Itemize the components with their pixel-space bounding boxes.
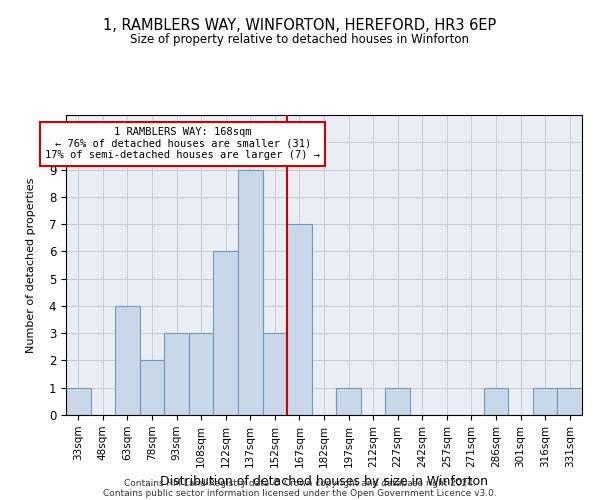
Bar [533, 388, 557, 415]
Text: 1 RAMBLERS WAY: 168sqm
← 76% of detached houses are smaller (31)
17% of semi-det: 1 RAMBLERS WAY: 168sqm ← 76% of detached… [45, 128, 320, 160]
Bar [385, 388, 410, 415]
Bar [115, 306, 140, 415]
Bar [484, 388, 508, 415]
Bar [238, 170, 263, 415]
Bar [287, 224, 312, 415]
X-axis label: Distribution of detached houses by size in Winforton: Distribution of detached houses by size … [160, 475, 488, 488]
Text: 1, RAMBLERS WAY, WINFORTON, HEREFORD, HR3 6EP: 1, RAMBLERS WAY, WINFORTON, HEREFORD, HR… [103, 18, 497, 32]
Bar [66, 388, 91, 415]
Bar [557, 388, 582, 415]
Y-axis label: Number of detached properties: Number of detached properties [26, 178, 36, 352]
Text: Contains public sector information licensed under the Open Government Licence v3: Contains public sector information licen… [103, 488, 497, 498]
Bar [140, 360, 164, 415]
Bar [336, 388, 361, 415]
Bar [189, 333, 214, 415]
Bar [164, 333, 189, 415]
Text: Size of property relative to detached houses in Winforton: Size of property relative to detached ho… [131, 32, 470, 46]
Text: Contains HM Land Registry data © Crown copyright and database right 2024.: Contains HM Land Registry data © Crown c… [124, 478, 476, 488]
Bar [263, 333, 287, 415]
Bar [214, 252, 238, 415]
